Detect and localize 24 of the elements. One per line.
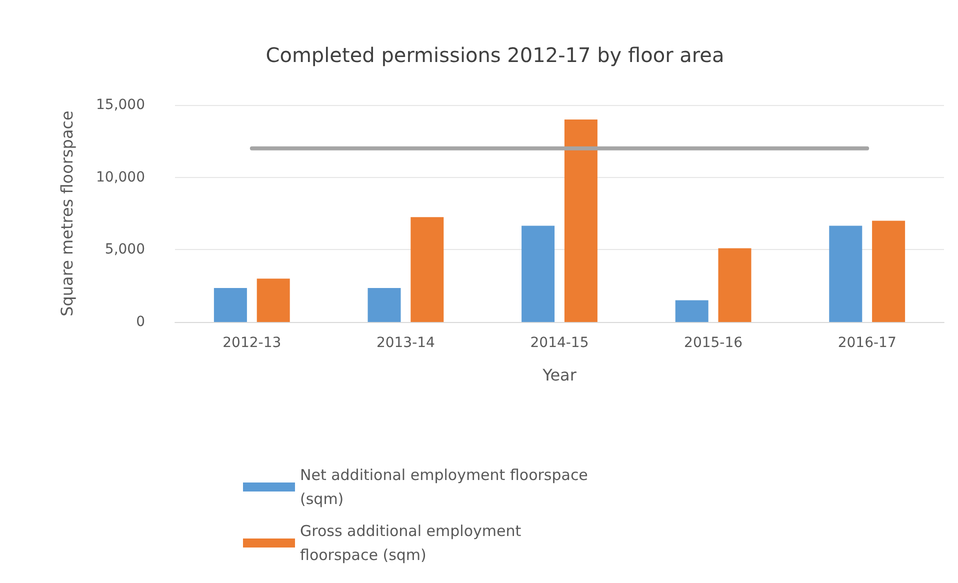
bar — [872, 220, 906, 322]
bar — [829, 226, 862, 322]
bar — [410, 217, 444, 322]
legend-label: Gross additional employment floorspace (sqm) — [300, 522, 526, 564]
bar — [522, 226, 555, 322]
legend-label: Net additional employment floorspace (sqm) — [300, 466, 593, 508]
x-tick-label: 2012-13 — [222, 335, 282, 351]
x-tick-label: 2013-14 — [376, 335, 436, 351]
y-tick-label: 15,000 — [96, 97, 145, 113]
y-tick-label: 0 — [136, 314, 145, 330]
bar — [368, 288, 401, 322]
x-axis-title: Year — [542, 366, 577, 384]
y-tick-label: 10,000 — [96, 169, 145, 186]
bar — [718, 248, 752, 322]
x-tick-label: 2015-16 — [684, 335, 743, 351]
bar — [256, 278, 290, 322]
y-tick-label: 5,000 — [104, 242, 145, 258]
y-axis-title: Square metres floorspace — [58, 110, 76, 316]
x-tick-label: 2014-15 — [530, 335, 589, 351]
bar — [214, 288, 247, 322]
bar — [675, 300, 708, 322]
x-tick-label: 2016-17 — [838, 335, 896, 351]
bar — [564, 119, 598, 322]
chart-title: Completed permissions 2012-17 by floor area — [266, 43, 724, 67]
